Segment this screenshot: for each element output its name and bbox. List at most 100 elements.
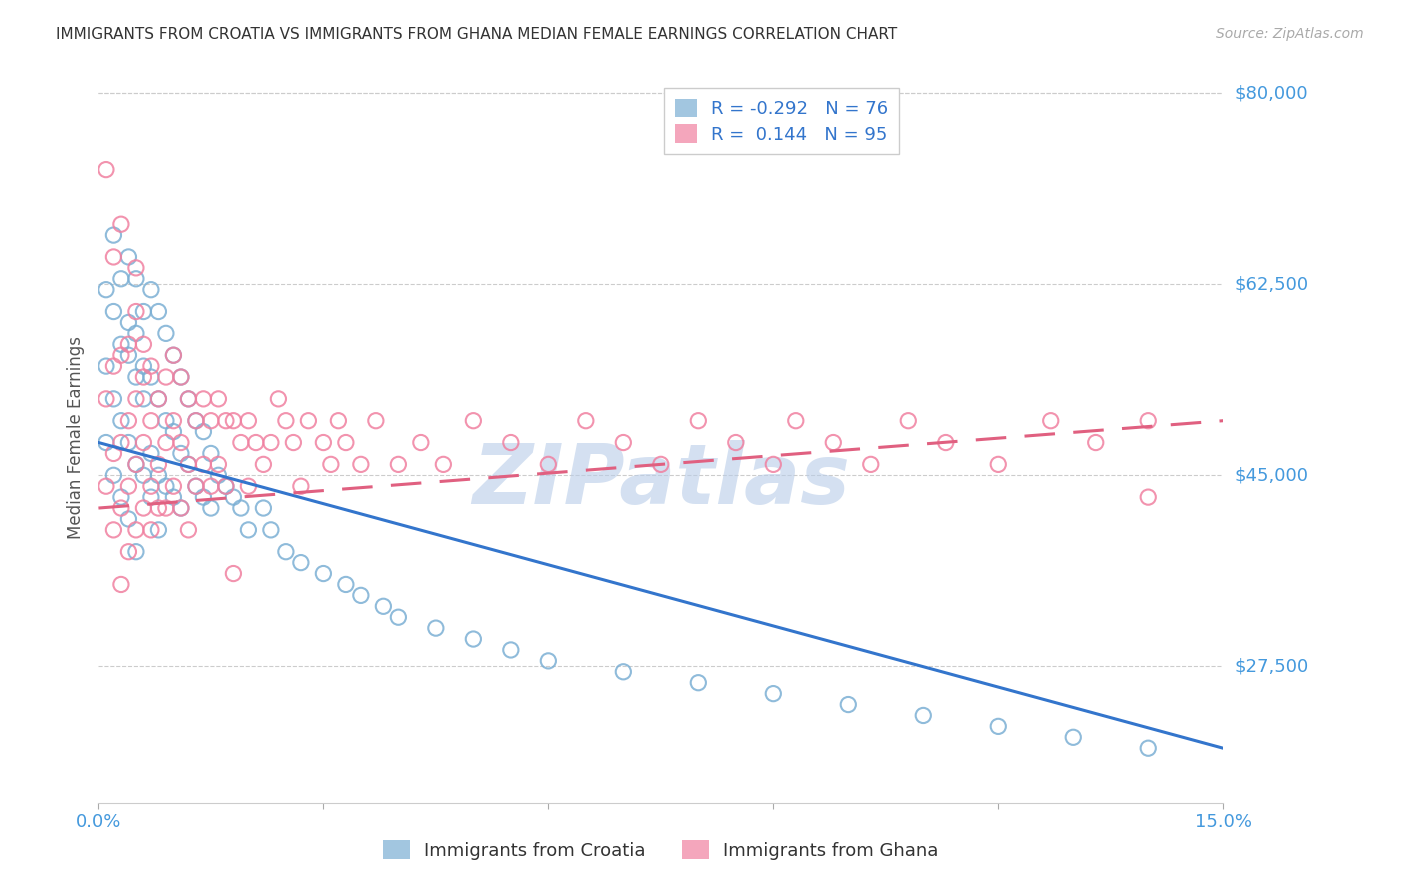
- Point: [170, 501, 193, 516]
- Text: $62,500: $62,500: [1234, 276, 1309, 293]
- Point: [110, 501, 132, 516]
- Point: [499, 435, 522, 450]
- Point: [103, 446, 125, 460]
- Point: [148, 392, 170, 406]
- Point: [177, 392, 200, 406]
- Point: [184, 414, 207, 428]
- Point: [229, 501, 252, 516]
- Point: [110, 272, 132, 286]
- Point: [162, 348, 184, 362]
- Point: [125, 272, 148, 286]
- Point: [612, 435, 634, 450]
- Point: [260, 435, 283, 450]
- Point: [537, 654, 560, 668]
- Point: [148, 523, 170, 537]
- Point: [1039, 414, 1062, 428]
- Point: [274, 545, 297, 559]
- Point: [125, 304, 148, 318]
- Point: [148, 304, 170, 318]
- Point: [1062, 731, 1084, 745]
- Point: [184, 479, 207, 493]
- Point: [170, 370, 193, 384]
- Point: [139, 370, 162, 384]
- Point: [222, 490, 245, 504]
- Point: [238, 523, 260, 537]
- Point: [238, 414, 260, 428]
- Point: [290, 556, 312, 570]
- Point: [170, 370, 193, 384]
- Point: [215, 479, 238, 493]
- Point: [193, 392, 215, 406]
- Point: [170, 501, 193, 516]
- Point: [103, 392, 125, 406]
- Point: [837, 698, 859, 712]
- Point: [148, 501, 170, 516]
- Point: [125, 545, 148, 559]
- Point: [139, 359, 162, 373]
- Point: [350, 458, 373, 472]
- Point: [252, 458, 274, 472]
- Point: [155, 414, 177, 428]
- Point: [132, 392, 155, 406]
- Point: [117, 512, 139, 526]
- Point: [125, 260, 148, 275]
- Point: [155, 435, 177, 450]
- Point: [94, 435, 117, 450]
- Point: [193, 425, 215, 439]
- Point: [94, 359, 117, 373]
- Point: [125, 392, 148, 406]
- Point: [155, 501, 177, 516]
- Point: [193, 490, 215, 504]
- Point: [177, 523, 200, 537]
- Point: [132, 359, 155, 373]
- Point: [387, 458, 409, 472]
- Point: [935, 435, 957, 450]
- Point: [222, 414, 245, 428]
- Point: [290, 479, 312, 493]
- Point: [132, 304, 155, 318]
- Point: [148, 468, 170, 483]
- Point: [94, 162, 117, 177]
- Point: [200, 501, 222, 516]
- Point: [987, 719, 1010, 733]
- Point: [207, 392, 229, 406]
- Point: [193, 458, 215, 472]
- Point: [575, 414, 598, 428]
- Point: [409, 435, 432, 450]
- Point: [139, 523, 162, 537]
- Point: [200, 414, 222, 428]
- Point: [229, 435, 252, 450]
- Point: [177, 458, 200, 472]
- Point: [688, 675, 710, 690]
- Point: [252, 501, 274, 516]
- Point: [132, 435, 155, 450]
- Point: [859, 458, 882, 472]
- Point: [117, 348, 139, 362]
- Point: [238, 479, 260, 493]
- Point: [170, 435, 193, 450]
- Text: Source: ZipAtlas.com: Source: ZipAtlas.com: [1216, 27, 1364, 41]
- Point: [132, 468, 155, 483]
- Point: [215, 479, 238, 493]
- Point: [139, 414, 162, 428]
- Point: [162, 348, 184, 362]
- Point: [537, 458, 560, 472]
- Point: [103, 228, 125, 243]
- Point: [364, 414, 387, 428]
- Text: $27,500: $27,500: [1234, 657, 1309, 675]
- Point: [117, 414, 139, 428]
- Point: [94, 479, 117, 493]
- Point: [335, 577, 357, 591]
- Point: [110, 490, 132, 504]
- Point: [200, 479, 222, 493]
- Point: [110, 435, 132, 450]
- Point: [463, 632, 485, 646]
- Point: [1137, 490, 1160, 504]
- Y-axis label: Median Female Earnings: Median Female Earnings: [66, 335, 84, 539]
- Point: [117, 479, 139, 493]
- Point: [823, 435, 845, 450]
- Point: [283, 435, 305, 450]
- Point: [125, 326, 148, 341]
- Point: [125, 458, 148, 472]
- Point: [200, 446, 222, 460]
